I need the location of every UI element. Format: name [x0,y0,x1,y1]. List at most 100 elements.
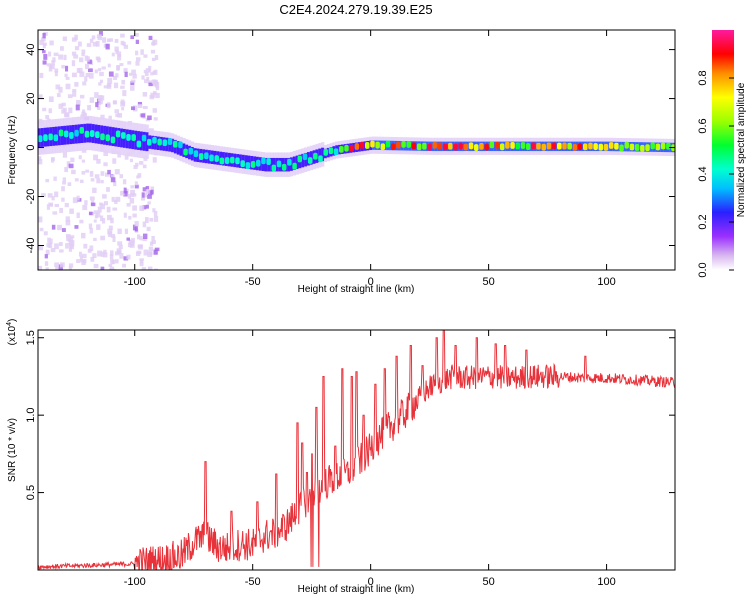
spectrogram-cell [323,148,328,156]
spectrogram-speckle [95,102,99,108]
spectrogram-speckle [151,235,155,241]
spectrogram-speckle [110,259,115,264]
spectrogram-speckle [92,187,97,193]
spectrogram-cell [520,142,526,149]
y-tick-label: -20 [25,189,37,205]
spectrogram-band [638,142,642,152]
spectrogram-speckle [109,38,114,42]
x-tick-label: 100 [597,576,615,588]
spectrogram-cell [531,142,536,150]
spectrogram-speckle [103,85,109,89]
spectrogram-speckle [117,154,122,158]
spectrogram-speckle [46,204,50,210]
spectrogram-cell [437,142,443,150]
spectrogram-speckle [54,68,59,73]
spectrogram-speckle [126,237,130,241]
spectrogram-speckle [147,266,153,270]
spectrogram-speckle [82,81,87,86]
spectrogram-axes: -100 -50 0 50 100 -40 -20 0 20 40 [25,30,675,288]
spectrogram-panel: -100 -50 0 50 100 -40 -20 0 20 40 Height of strai… [7,29,676,295]
spectrogram-speckle [47,237,51,243]
spectrogram-speckle [63,113,69,118]
spectrogram-speckle [102,194,107,199]
spectrogram-speckle [108,263,113,268]
spectrogram-speckle [70,237,74,241]
spectrogram-cell [406,141,412,148]
spectrogram-cell [178,141,183,149]
spectrogram-band [176,141,180,155]
spectrogram-speckle [45,115,50,120]
spectrogram-speckle [149,217,154,222]
spectrogram-speckle [91,35,96,40]
spectrogram-speckle [110,177,116,183]
spectrogram-cell [427,143,432,151]
spectrogram-speckle [89,170,94,177]
spectrogram-speckle [113,75,118,80]
spectrogram-speckle [59,46,64,51]
spectrogram-marks [38,30,675,270]
spectrogram-cell [619,144,624,152]
spectrogram-cell [58,129,64,137]
spectrogram-speckle [76,195,80,201]
spectrogram-speckle [142,164,147,169]
spectrogram-y-axis-label: Frequency (Hz) [7,116,18,185]
spectrogram-cell [411,142,417,150]
spectrogram-speckle [100,203,105,210]
spectrogram-speckle [150,92,156,98]
spectrogram-cell [660,142,666,150]
spectrogram-cell [536,142,541,150]
spectrogram-speckle [92,253,97,258]
spectrogram-speckle [136,175,140,179]
spectrogram-speckle [56,93,61,98]
spectrogram-speckle [143,54,148,58]
spectrogram-cell [588,142,593,150]
spectrogram-speckle [76,67,80,73]
spectrogram-speckle [140,197,146,201]
spectrogram-speckle [102,218,106,224]
spectrogram-speckle [79,256,83,261]
spectrogram-speckle [139,261,144,267]
spectrogram-speckle [97,36,103,41]
spectrogram-speckle [133,165,138,170]
spectrogram-cell [172,140,178,148]
x-tick-label: 50 [482,576,494,588]
spectrogram-speckle [82,204,88,211]
spectrogram-band [244,155,248,169]
spectrogram-cell [510,141,515,149]
spectrogram-speckle [81,148,87,153]
spectrogram-cell [63,130,69,138]
spectrogram-speckle [76,212,80,219]
spectrogram-cell [240,160,245,168]
spectrogram-speckle [105,172,110,177]
spectrogram-speckle [59,249,64,253]
spectrogram-speckle [127,193,132,199]
spectrogram-cell [48,133,53,141]
spectrogram-speckle [130,85,135,91]
spectrogram-speckle [39,39,44,46]
spectrogram-speckle [117,54,122,61]
spectrogram-band [513,141,517,152]
spectrogram-speckle [89,196,95,201]
spectrogram-cell [281,163,287,171]
spectrogram-speckle [88,72,94,79]
spectrogram-cell [157,138,162,146]
spectrogram-band [261,157,265,172]
snr-panel: -100 -50 0 50 100 0.5 1.0 1.5 Height of straigh… [6,319,676,595]
spectrogram-cell [629,143,635,151]
spectrogram-speckle [154,247,160,252]
spectrogram-band [544,141,548,152]
spectrogram-cell [463,143,469,151]
spectrogram-speckle [58,103,64,109]
spectrogram-speckle [151,42,156,46]
spectrogram-speckle [122,41,126,46]
spectrogram-speckle [103,162,108,167]
spectrogram-speckle [72,197,78,204]
spectrogram-speckle [107,169,111,175]
spectrogram-cell [69,132,74,139]
spectrogram-speckle [61,197,65,202]
spectrogram-speckle [85,169,90,173]
spectrogram-speckle [90,178,95,182]
spectrogram-cell [494,141,500,149]
spectrogram-speckle [112,100,118,105]
spectrogram-speckle [98,82,102,86]
